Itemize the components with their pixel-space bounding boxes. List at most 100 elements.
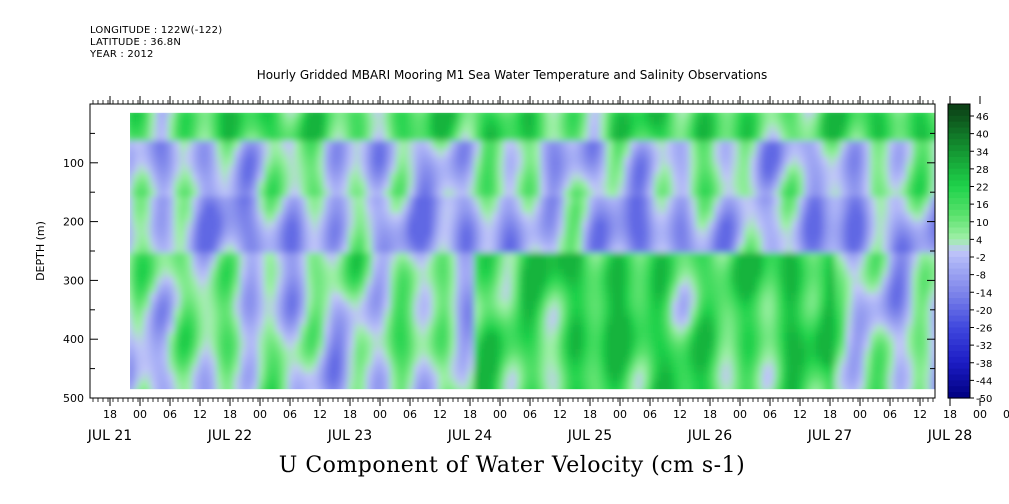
velocity-cell	[684, 300, 691, 310]
velocity-cell	[774, 228, 781, 238]
velocity-cell	[876, 292, 883, 302]
velocity-cell	[918, 292, 925, 302]
velocity-cell	[474, 268, 481, 278]
velocity-cell	[354, 372, 361, 382]
velocity-cell	[228, 108, 235, 118]
velocity-cell	[498, 196, 505, 206]
velocity-cell	[198, 284, 205, 294]
velocity-cell	[546, 164, 553, 174]
velocity-cell	[318, 292, 325, 302]
velocity-cell	[132, 340, 139, 350]
velocity-cell	[186, 268, 193, 278]
velocity-cell	[738, 332, 745, 342]
velocity-cell	[762, 316, 769, 326]
velocity-cell	[630, 156, 637, 166]
velocity-cell	[768, 308, 775, 318]
velocity-cell	[234, 148, 241, 158]
velocity-cell	[444, 276, 451, 286]
velocity-cell	[696, 284, 703, 294]
velocity-cell	[600, 156, 607, 166]
velocity-cell	[294, 292, 301, 302]
velocity-cell	[420, 348, 427, 358]
velocity-cell	[186, 124, 193, 134]
velocity-cell	[270, 204, 277, 214]
velocity-cell	[216, 108, 223, 118]
velocity-cell	[462, 380, 469, 390]
velocity-cell	[264, 268, 271, 278]
velocity-cell	[708, 308, 715, 318]
velocity-cell	[264, 348, 271, 358]
velocity-cell	[858, 140, 865, 150]
velocity-cell	[360, 188, 367, 198]
velocity-cell	[246, 340, 253, 350]
velocity-cell	[324, 380, 331, 390]
velocity-cell	[444, 284, 451, 294]
velocity-cell	[600, 172, 607, 182]
velocity-cell	[612, 244, 619, 254]
velocity-cell	[360, 364, 367, 374]
velocity-cell	[468, 124, 475, 134]
velocity-cell	[678, 188, 685, 198]
velocity-cell	[354, 364, 361, 374]
velocity-cell	[606, 300, 613, 310]
velocity-cell	[798, 188, 805, 198]
velocity-cell	[384, 140, 391, 150]
velocity-cell	[426, 132, 433, 142]
velocity-cell	[312, 364, 319, 374]
velocity-cell	[540, 204, 547, 214]
velocity-cell	[570, 116, 577, 126]
velocity-cell	[798, 108, 805, 118]
velocity-cell	[762, 180, 769, 190]
velocity-cell	[852, 340, 859, 350]
velocity-cell	[876, 316, 883, 326]
velocity-cell	[702, 132, 709, 142]
velocity-cell	[276, 356, 283, 366]
velocity-cell	[336, 228, 343, 238]
velocity-cell	[786, 236, 793, 246]
velocity-cell	[468, 228, 475, 238]
velocity-cell	[480, 340, 487, 350]
velocity-cell	[210, 204, 217, 214]
velocity-cell	[492, 332, 499, 342]
velocity-cell	[630, 364, 637, 374]
velocity-cell	[666, 188, 673, 198]
velocity-cell	[132, 140, 139, 150]
velocity-cell	[564, 300, 571, 310]
velocity-cell	[732, 348, 739, 358]
velocity-cell	[348, 124, 355, 134]
velocity-cell	[702, 308, 709, 318]
velocity-cell	[570, 268, 577, 278]
velocity-cell	[876, 180, 883, 190]
velocity-cell	[168, 188, 175, 198]
velocity-cell	[792, 172, 799, 182]
velocity-cell	[750, 244, 757, 254]
velocity-cell	[270, 164, 277, 174]
velocity-cell	[162, 228, 169, 238]
velocity-cell	[678, 236, 685, 246]
velocity-cell	[402, 204, 409, 214]
velocity-cell	[144, 308, 151, 318]
velocity-cell	[408, 172, 415, 182]
velocity-cell	[144, 188, 151, 198]
velocity-cell	[462, 316, 469, 326]
velocity-cell	[852, 204, 859, 214]
velocity-cell	[552, 268, 559, 278]
velocity-cell	[600, 308, 607, 318]
velocity-cell	[462, 180, 469, 190]
velocity-cell	[132, 156, 139, 166]
velocity-cell	[570, 244, 577, 254]
velocity-cell	[168, 204, 175, 214]
velocity-cell	[300, 236, 307, 246]
velocity-cell	[876, 196, 883, 206]
velocity-cell	[576, 228, 583, 238]
velocity-cell	[684, 348, 691, 358]
velocity-cell	[804, 164, 811, 174]
velocity-cell	[792, 300, 799, 310]
velocity-cell	[162, 324, 169, 334]
velocity-cell	[276, 124, 283, 134]
velocity-cell	[546, 188, 553, 198]
velocity-cell	[432, 172, 439, 182]
velocity-cell	[486, 244, 493, 254]
velocity-cell	[564, 124, 571, 134]
velocity-cell	[756, 132, 763, 142]
